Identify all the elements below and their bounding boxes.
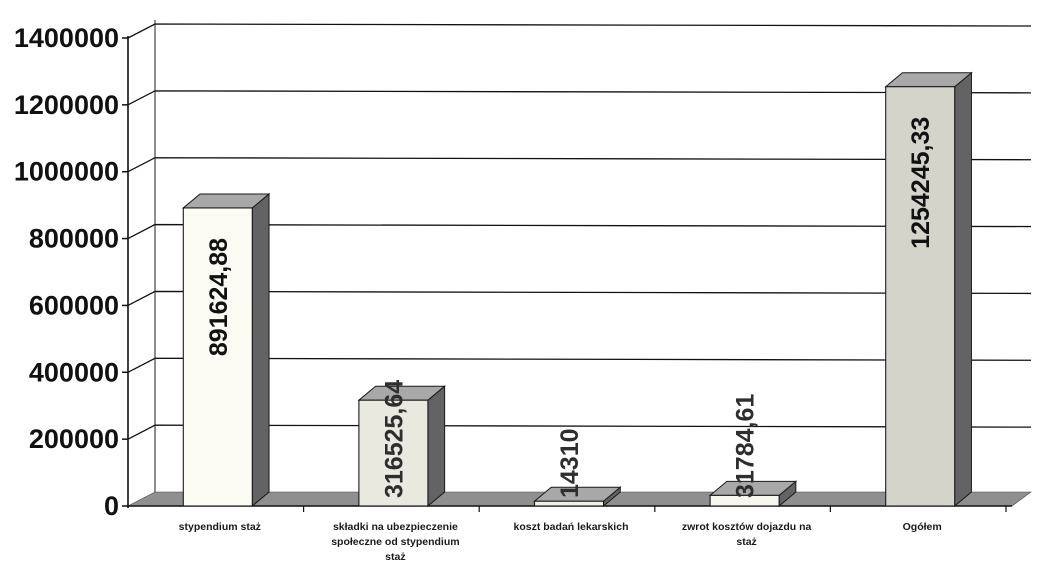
gridline bbox=[127, 23, 1032, 39]
y-tick-label: 1400000 bbox=[14, 23, 119, 53]
bar bbox=[533, 486, 622, 508]
y-tick-label: 0 bbox=[104, 491, 119, 521]
x-tick-label: koszt badań lekarskich bbox=[514, 521, 629, 533]
bar-front bbox=[709, 494, 780, 507]
bar bbox=[884, 71, 973, 508]
y-axis: 0 200000 400000 600000 800000 1000000 1200000 1… bbox=[14, 23, 1012, 521]
gridlines bbox=[127, 20, 1032, 492]
x-tick-label-line: koszt badań lekarskich bbox=[514, 521, 629, 533]
x-tick-label: składki na ubezpieczenie społeczne od sty… bbox=[331, 521, 459, 563]
bars bbox=[181, 71, 973, 508]
x-tick-label-line: staż bbox=[736, 536, 756, 548]
bar bbox=[181, 192, 271, 508]
bar-side bbox=[427, 385, 446, 508]
x-axis-labels: stypendium staż składki na ubezpieczenie s… bbox=[179, 521, 942, 563]
x-tick-label: zwrot kosztów dojazdu na staż bbox=[682, 521, 812, 548]
gridline bbox=[127, 424, 1032, 440]
bar-front bbox=[182, 207, 253, 507]
data-label: 1254245,33 bbox=[907, 117, 935, 249]
y-tick-label: 1200000 bbox=[14, 90, 119, 120]
bar-side bbox=[954, 71, 972, 508]
data-label: 14310 bbox=[556, 428, 584, 498]
y-tick-label: 1000000 bbox=[14, 157, 119, 187]
bar-front bbox=[885, 86, 956, 507]
y-tick-label: 200000 bbox=[29, 424, 119, 454]
data-label: 316525,64 bbox=[380, 380, 408, 498]
bar bbox=[357, 385, 447, 508]
bar-front bbox=[533, 500, 605, 507]
x-tick-label-line: staż bbox=[385, 551, 405, 563]
data-label: 31784,61 bbox=[732, 394, 760, 498]
gridline bbox=[127, 157, 1032, 173]
x-tick-label-line: zwrot kosztów dojazdu na bbox=[682, 521, 812, 533]
x-tick-label: stypendium staż bbox=[179, 521, 261, 533]
y-tick-label: 600000 bbox=[29, 290, 119, 320]
gridline bbox=[127, 357, 1032, 373]
data-labels: 891624,88 316525,64 14310 31784,61 1254245,3… bbox=[205, 117, 935, 498]
x-tick-label-line: Ogółem bbox=[903, 521, 942, 533]
bar-front bbox=[358, 399, 429, 507]
x-tick-label-line: społeczne od stypendium bbox=[331, 536, 459, 548]
x-tick-label: Ogółem bbox=[903, 521, 942, 533]
gridline bbox=[127, 290, 1032, 307]
y-tick-label: 400000 bbox=[29, 357, 119, 387]
y-tick-label: 800000 bbox=[29, 224, 119, 254]
x-tick-label-line: składki na ubezpieczenie bbox=[333, 521, 458, 533]
gridline bbox=[127, 90, 1032, 106]
x-tick-label-line: stypendium staż bbox=[179, 521, 261, 533]
data-label: 891624,88 bbox=[205, 238, 233, 356]
gridline bbox=[127, 223, 1032, 240]
bar-side bbox=[251, 192, 270, 508]
bar bbox=[708, 480, 798, 508]
